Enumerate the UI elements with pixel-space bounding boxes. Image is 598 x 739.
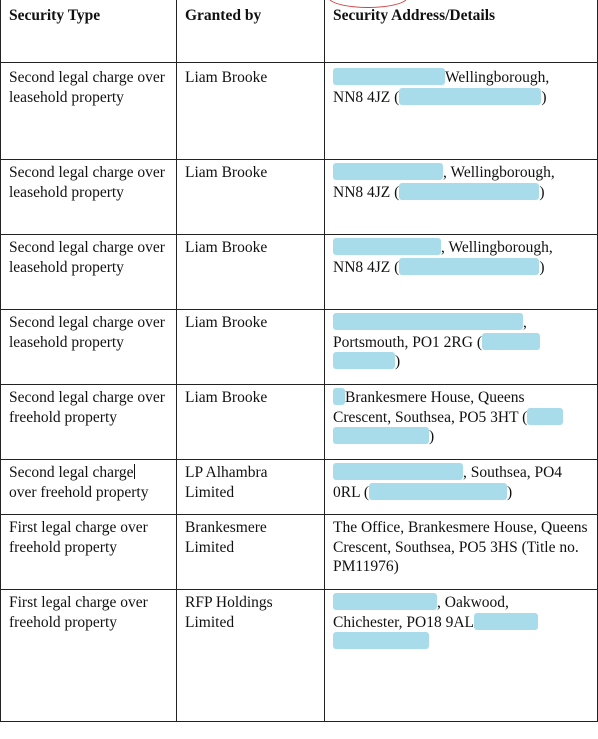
header-security-address: Security Address/Details <box>324 0 598 63</box>
table-row: Second legal charge over leasehold prope… <box>0 309 598 385</box>
table-row: Second legal charge over freehold propert… <box>0 459 598 515</box>
address-text: NN8 4JZ ( <box>333 183 400 201</box>
security-address-cell: Wellingborough, NN8 4JZ () <box>324 62 598 160</box>
granted-by-text: LP Alhambra <box>185 464 268 481</box>
security-type-text: over freehold property <box>9 483 149 501</box>
security-address-cell: , Oakwood, Chichester, PO18 9AL <box>324 589 598 722</box>
redaction-block <box>333 163 443 180</box>
address-text: Brankesmere House, Queens <box>345 389 525 406</box>
redaction-block <box>333 313 523 330</box>
address-text: NN8 4JZ ( <box>333 88 400 106</box>
table-header-row: Security Type Granted by Security Addres… <box>0 0 598 63</box>
table-row: Second legal charge over freehold proper… <box>0 384 598 460</box>
redaction-block <box>333 427 429 444</box>
security-type-text: Second legal charge <box>9 464 134 481</box>
granted-by-text: Limited <box>185 538 235 556</box>
address-text: Wellingborough, <box>445 69 550 86</box>
redaction-block <box>333 238 441 255</box>
redaction-block <box>399 182 540 200</box>
redaction-block <box>333 352 395 369</box>
security-type-cell: Second legal charge over freehold proper… <box>0 384 177 460</box>
redaction-block <box>333 68 445 85</box>
address-text: ) <box>507 483 513 501</box>
security-type-cell: First legal charge over freehold propert… <box>0 514 177 590</box>
security-address-cell: , Southsea, PO4 0RL () <box>324 459 598 515</box>
security-type-cell: Second legal charge over leasehold prope… <box>0 234 177 310</box>
security-address-cell: , Portsmouth, PO1 2RG () <box>324 309 598 385</box>
granted-by-cell: Liam Brooke <box>176 384 325 460</box>
address-text: ) <box>539 183 545 201</box>
security-type-cell: Second legal charge over leasehold prope… <box>0 62 177 160</box>
address-text: Crescent, Southsea, PO5 3HT ( <box>333 408 528 426</box>
granted-by-text: RFP Holdings <box>185 594 273 611</box>
granted-by-text: Limited <box>185 613 235 631</box>
granted-by-cell: Liam Brooke <box>176 234 325 310</box>
redaction-block <box>333 632 429 649</box>
security-type-cell: First legal charge over freehold propert… <box>0 589 177 722</box>
table-row: First legal charge over freehold propert… <box>0 514 598 590</box>
security-address-cell: Brankesmere House, Queens Crescent, South… <box>324 384 598 460</box>
redaction-block <box>369 482 508 500</box>
granted-by-cell: LP Alhambra Limited <box>176 459 325 515</box>
security-type-cell: Second legal charge over leasehold prope… <box>0 309 177 385</box>
redaction-block <box>399 87 542 105</box>
granted-by-cell: RFP Holdings Limited <box>176 589 325 722</box>
redaction-block <box>333 463 463 480</box>
address-text: ) <box>395 353 401 370</box>
granted-by-cell: Liam Brooke <box>176 309 325 385</box>
table-row: First legal charge over freehold propert… <box>0 589 598 722</box>
header-granted-by: Granted by <box>176 0 325 63</box>
address-text: , Southsea, PO4 <box>463 464 563 481</box>
security-address-cell: , Wellingborough, NN8 4JZ () <box>324 234 598 310</box>
granted-by-text: Limited <box>185 483 235 501</box>
table-row: Second legal charge over leasehold prope… <box>0 62 598 160</box>
address-text: ) <box>539 258 545 276</box>
address-text: , Wellingborough, <box>443 164 555 181</box>
security-address-cell: The Office, Brankesmere House, Queens Cr… <box>324 514 598 590</box>
redaction-block <box>527 407 564 425</box>
address-text: NN8 4JZ ( <box>333 258 400 276</box>
granted-by-cell: Brankesmere Limited <box>176 514 325 590</box>
address-text: ) <box>541 88 547 106</box>
redaction-block <box>333 388 345 405</box>
redaction-block <box>482 332 540 350</box>
redaction-block <box>399 257 540 275</box>
address-text: ) <box>429 428 435 445</box>
security-type-cell: Second legal charge over freehold propert… <box>0 459 177 515</box>
security-type-cell: Second legal charge over leasehold prope… <box>0 159 177 235</box>
address-text: 0RL ( <box>333 483 370 501</box>
redaction-block <box>474 612 539 630</box>
address-text: , Oakwood, <box>437 594 509 611</box>
granted-by-text: Brankesmere <box>185 519 267 536</box>
granted-by-cell: Liam Brooke <box>176 159 325 235</box>
header-security-type: Security Type <box>0 0 177 63</box>
text-cursor <box>133 464 135 479</box>
granted-by-cell: Liam Brooke <box>176 62 325 160</box>
table-row: Second legal charge over leasehold prope… <box>0 234 598 310</box>
address-text: Chichester, PO18 9AL <box>333 613 475 631</box>
address-text: , Wellingborough, <box>441 239 553 256</box>
redaction-block <box>333 593 437 610</box>
address-text: , <box>523 314 527 331</box>
security-table: Security Type Granted by Security Addres… <box>0 0 598 722</box>
table-row: Second legal charge over leasehold prope… <box>0 159 598 235</box>
security-address-cell: , Wellingborough, NN8 4JZ () <box>324 159 598 235</box>
address-text: Portsmouth, PO1 2RG ( <box>333 333 482 351</box>
